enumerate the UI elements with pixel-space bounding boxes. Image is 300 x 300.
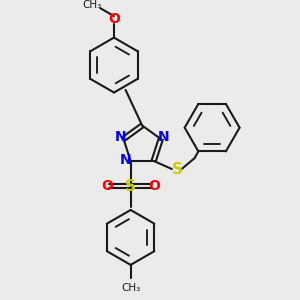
Text: N: N [158, 130, 169, 144]
Text: N: N [119, 154, 131, 167]
Text: O: O [101, 179, 113, 194]
Text: CH₃: CH₃ [83, 0, 102, 10]
Text: O: O [108, 12, 120, 26]
Text: O: O [148, 179, 160, 194]
Text: S: S [172, 161, 183, 176]
Text: CH₃: CH₃ [121, 283, 140, 292]
Text: S: S [125, 179, 136, 194]
Text: N: N [115, 130, 127, 144]
